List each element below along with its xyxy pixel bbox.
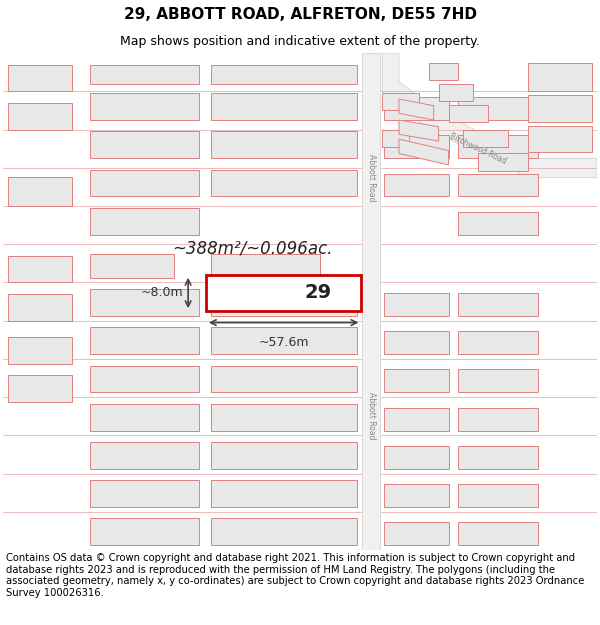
Bar [211, 480, 358, 507]
Bar [458, 97, 538, 120]
Bar [458, 369, 538, 392]
Bar [211, 131, 358, 158]
Bar [90, 64, 199, 84]
Bar [384, 97, 449, 120]
Polygon shape [382, 129, 409, 147]
Bar [211, 170, 358, 196]
Text: Abbott Road: Abbott Road [367, 392, 376, 440]
Polygon shape [439, 84, 473, 101]
Bar [8, 375, 73, 402]
Bar [384, 135, 449, 158]
Text: Birchwood Road: Birchwood Road [448, 132, 508, 166]
Bar [90, 519, 199, 545]
Bar [211, 93, 358, 120]
Bar [458, 135, 538, 158]
Bar [384, 369, 449, 392]
Bar [458, 522, 538, 545]
Bar [458, 446, 538, 469]
Bar [90, 254, 174, 278]
Bar [211, 366, 358, 392]
Text: ~57.6m: ~57.6m [259, 336, 309, 349]
Bar [384, 408, 449, 431]
Bar [8, 102, 73, 129]
Text: 29: 29 [304, 284, 331, 302]
Bar [384, 174, 449, 196]
Bar [8, 177, 73, 206]
Polygon shape [382, 93, 419, 111]
Bar [384, 484, 449, 507]
Polygon shape [429, 62, 458, 80]
Bar [528, 126, 592, 152]
Polygon shape [382, 53, 597, 177]
Bar [458, 212, 538, 234]
Bar [8, 64, 73, 91]
Bar [8, 337, 73, 364]
Bar [211, 328, 358, 354]
Bar [90, 289, 199, 316]
Text: Contains OS data © Crown copyright and database right 2021. This information is : Contains OS data © Crown copyright and d… [6, 553, 584, 598]
Bar [458, 484, 538, 507]
Bar [384, 522, 449, 545]
Bar [528, 95, 592, 122]
Text: 29, ABBOTT ROAD, ALFRETON, DE55 7HD: 29, ABBOTT ROAD, ALFRETON, DE55 7HD [124, 8, 476, 22]
Bar [211, 404, 358, 431]
Bar [458, 408, 538, 431]
Bar [90, 328, 199, 354]
Bar [90, 404, 199, 431]
Bar [384, 293, 449, 316]
Bar [90, 366, 199, 392]
Bar [90, 208, 199, 234]
Bar [458, 331, 538, 354]
Text: Map shows position and indicative extent of the property.: Map shows position and indicative extent… [120, 35, 480, 48]
Bar [211, 64, 358, 84]
Bar [8, 294, 73, 321]
Text: ~388m²/~0.096ac.: ~388m²/~0.096ac. [172, 239, 333, 257]
Bar [211, 519, 358, 545]
Polygon shape [399, 120, 439, 141]
Text: Abbott Road: Abbott Road [367, 154, 376, 201]
Bar [458, 174, 538, 196]
Polygon shape [449, 105, 488, 122]
Bar [211, 289, 358, 316]
Bar [8, 256, 73, 282]
Bar [211, 442, 358, 469]
Polygon shape [463, 129, 508, 147]
Bar [90, 170, 199, 196]
Bar [90, 442, 199, 469]
Bar [362, 53, 380, 550]
Bar [90, 480, 199, 507]
Bar [206, 275, 361, 311]
Polygon shape [399, 139, 449, 165]
Polygon shape [399, 99, 434, 120]
Bar [90, 93, 199, 120]
Text: ~8.0m: ~8.0m [140, 286, 183, 299]
Polygon shape [478, 154, 528, 171]
Bar [384, 331, 449, 354]
Bar [384, 446, 449, 469]
Bar [458, 293, 538, 316]
Bar [90, 131, 199, 158]
Bar [528, 62, 592, 91]
Bar [211, 254, 320, 278]
